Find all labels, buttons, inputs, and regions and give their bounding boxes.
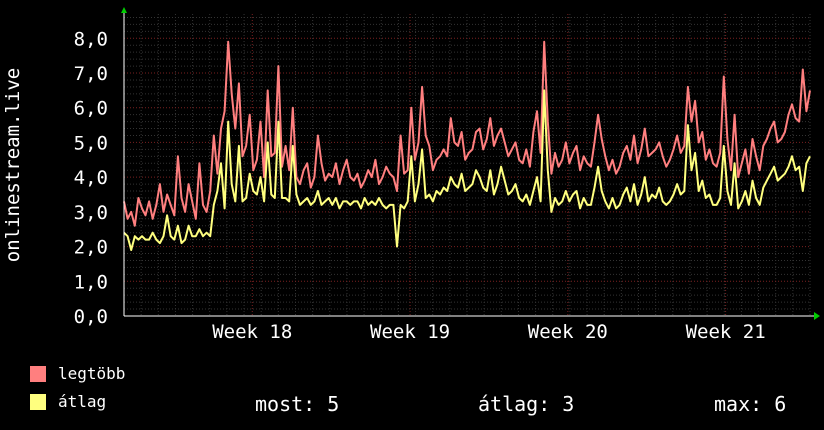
legend-label-max: legtöbb	[58, 364, 126, 383]
y-tick-label: 6,0	[74, 98, 108, 120]
y-tick-label: 4,0	[74, 167, 108, 189]
x-tick-labels: Week 18 Week 19 Week 20 Week 21	[212, 321, 765, 343]
axes	[121, 7, 820, 320]
stat-average: átlag: 3	[478, 392, 575, 416]
x-tick-label: Week 21	[686, 321, 766, 343]
legend-label-avg: átlag	[58, 392, 107, 411]
stat-current: most: 5	[255, 392, 340, 416]
x-axis-arrow-icon	[814, 312, 820, 320]
y-tick-labels: 0,0 1,0 2,0 3,0 4,0 5,0 6,0 7,0 8,0	[74, 28, 108, 328]
y-tick-label: 7,0	[74, 63, 108, 85]
legend-item-max: legtöbb	[30, 364, 125, 383]
legend-swatch-avg	[30, 393, 46, 410]
x-tick-label: Week 19	[370, 321, 450, 343]
series-layer	[123, 40, 811, 251]
y-axis-arrow-icon	[121, 7, 127, 13]
legend-item-avg: átlag	[30, 392, 106, 411]
y-tick-label: 1,0	[74, 271, 108, 293]
y-axis-title: onlinestream.live	[2, 68, 24, 262]
y-tick-label: 5,0	[74, 132, 108, 154]
x-tick-label: Week 18	[212, 321, 292, 343]
y-tick-label: 8,0	[74, 28, 108, 50]
x-tick-label: Week 20	[528, 321, 608, 343]
minor-grid	[124, 14, 811, 316]
y-tick-label: 0,0	[74, 306, 108, 328]
legend-swatch-max	[30, 365, 46, 382]
stat-maximum: max: 6	[714, 392, 787, 416]
series-line-max	[123, 40, 811, 227]
series-line-avg	[123, 89, 811, 251]
y-tick-label: 2,0	[74, 237, 108, 259]
y-tick-label: 3,0	[74, 202, 108, 224]
